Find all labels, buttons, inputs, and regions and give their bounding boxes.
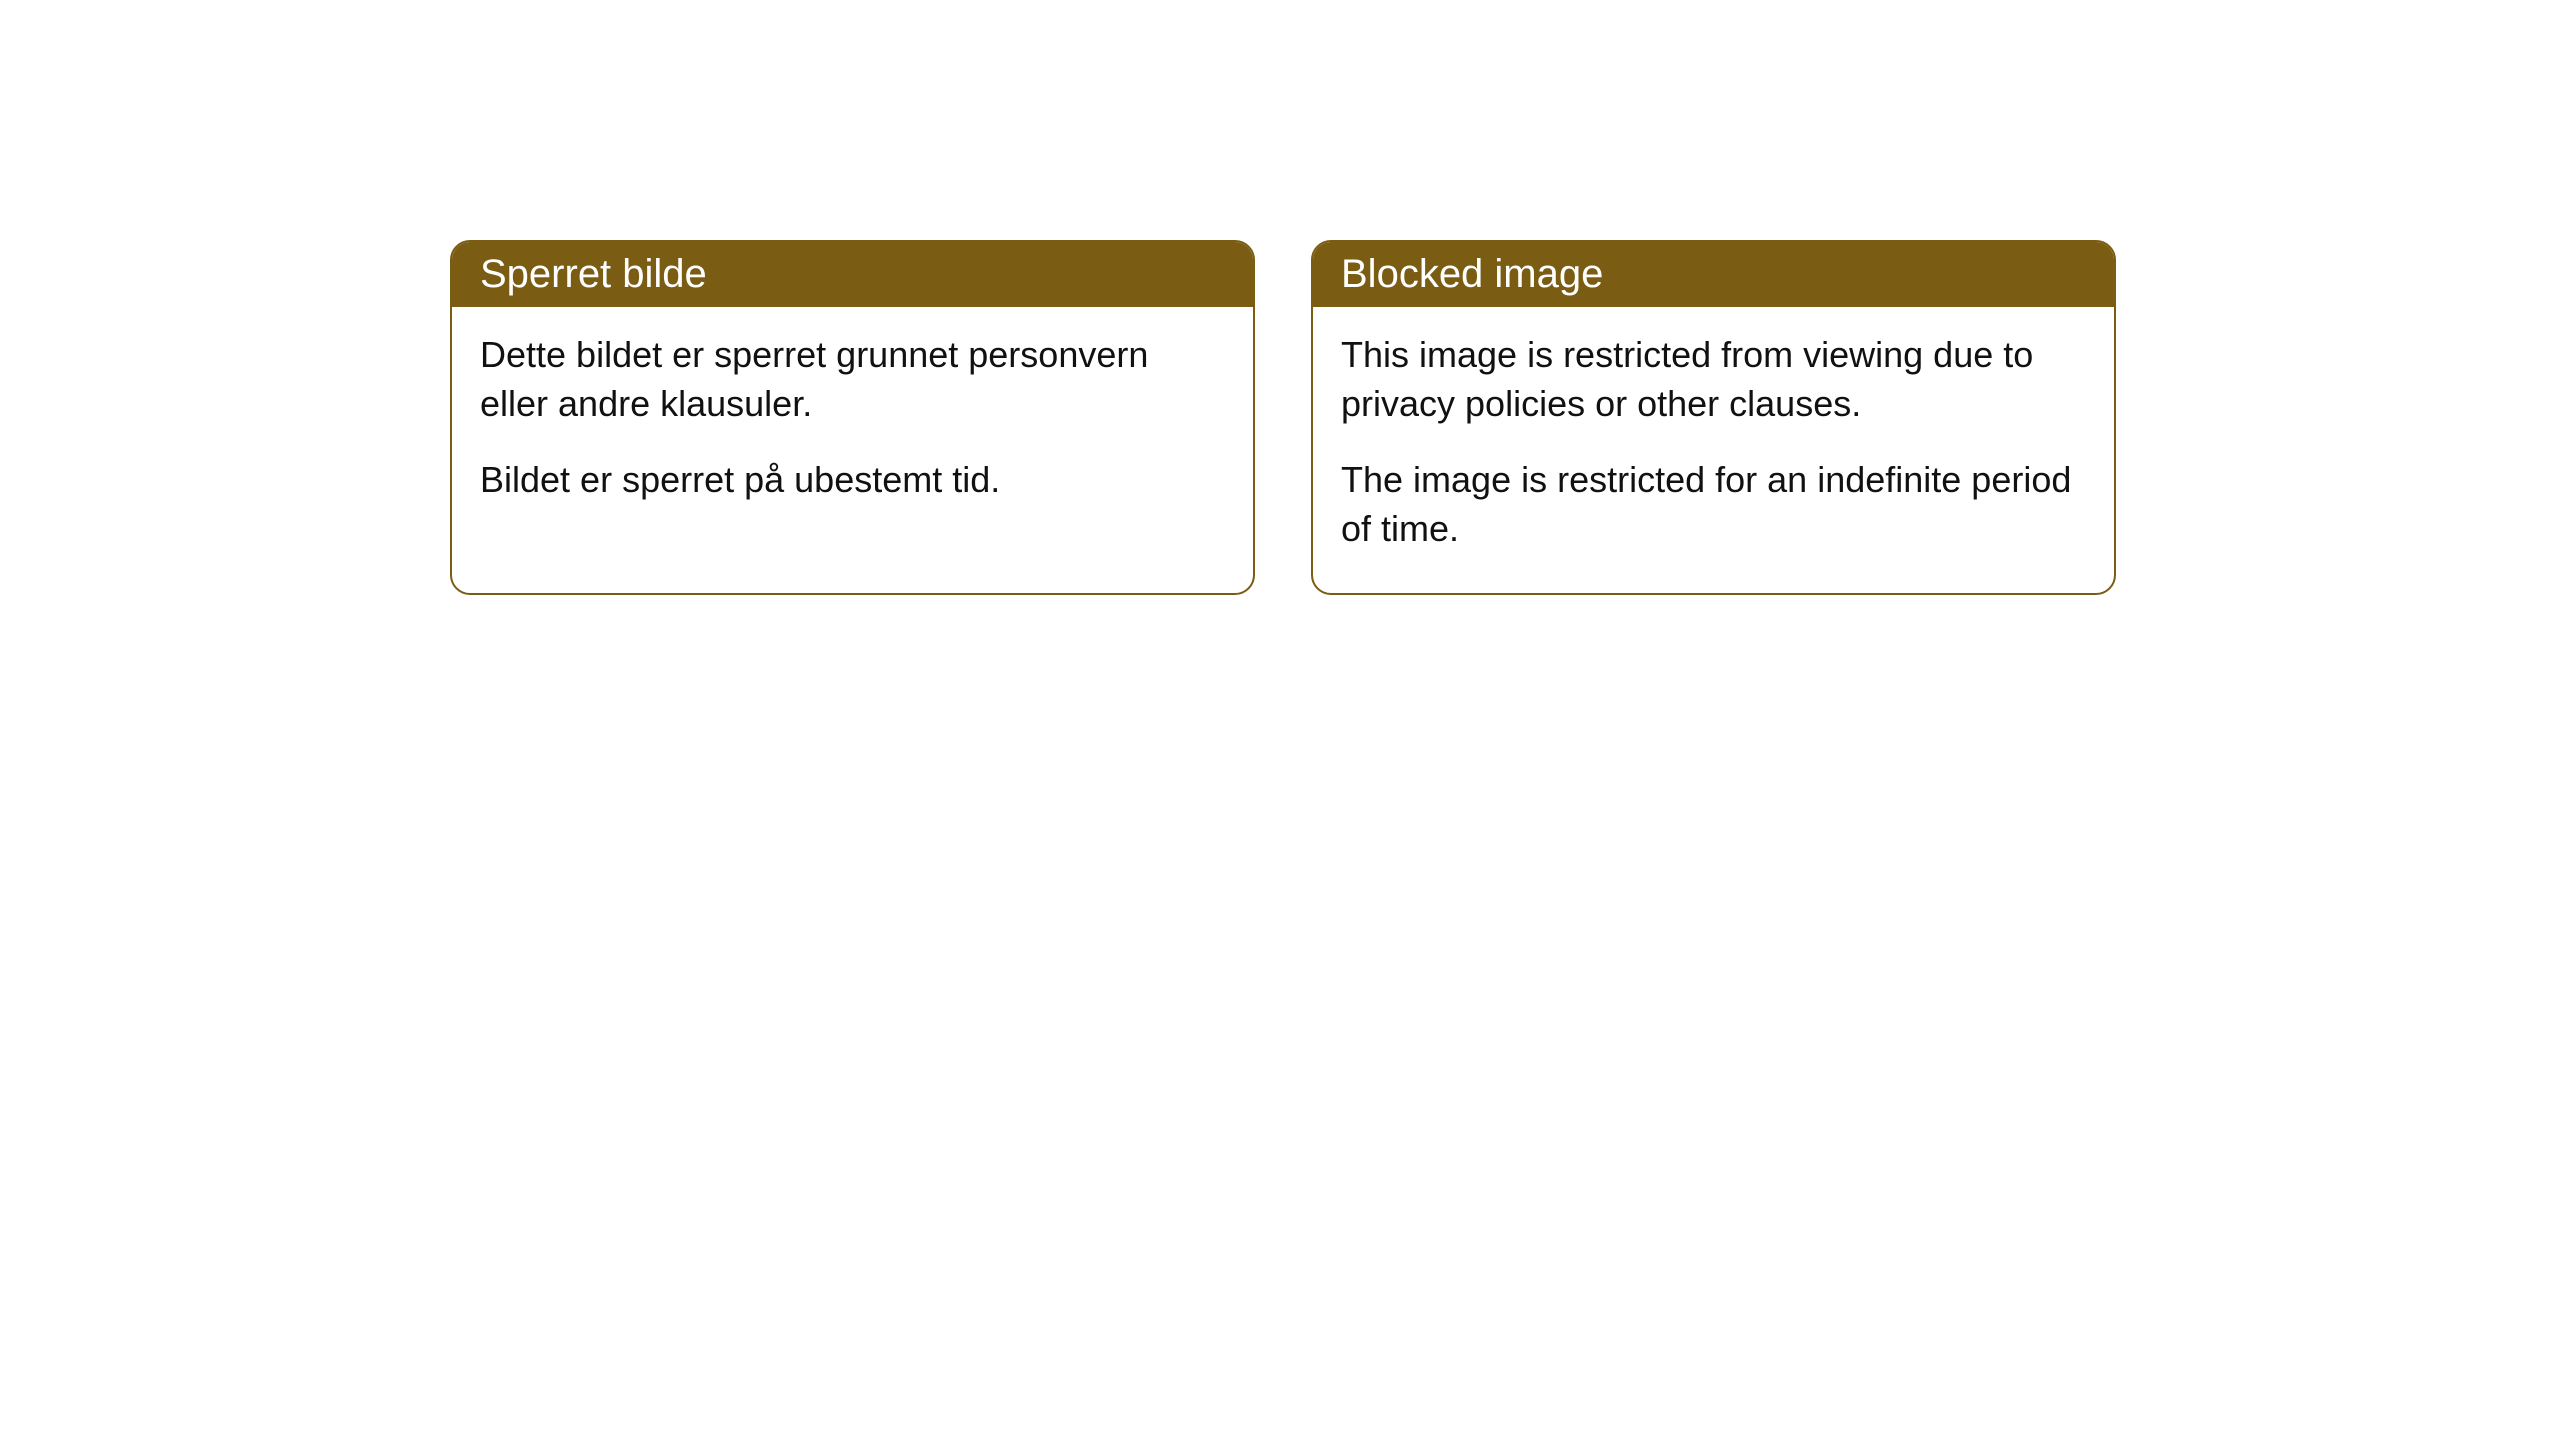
card-norwegian: Sperret bilde Dette bildet er sperret gr… xyxy=(450,240,1255,595)
card-english: Blocked image This image is restricted f… xyxy=(1311,240,2116,595)
card-body-norwegian: Dette bildet er sperret grunnet personve… xyxy=(452,307,1253,545)
card-paragraph: This image is restricted from viewing du… xyxy=(1341,331,2086,428)
card-paragraph: The image is restricted for an indefinit… xyxy=(1341,456,2086,553)
cards-container: Sperret bilde Dette bildet er sperret gr… xyxy=(450,240,2116,595)
card-paragraph: Bildet er sperret på ubestemt tid. xyxy=(480,456,1225,505)
card-body-english: This image is restricted from viewing du… xyxy=(1313,307,2114,593)
card-header-norwegian: Sperret bilde xyxy=(452,242,1253,307)
card-paragraph: Dette bildet er sperret grunnet personve… xyxy=(480,331,1225,428)
card-header-english: Blocked image xyxy=(1313,242,2114,307)
